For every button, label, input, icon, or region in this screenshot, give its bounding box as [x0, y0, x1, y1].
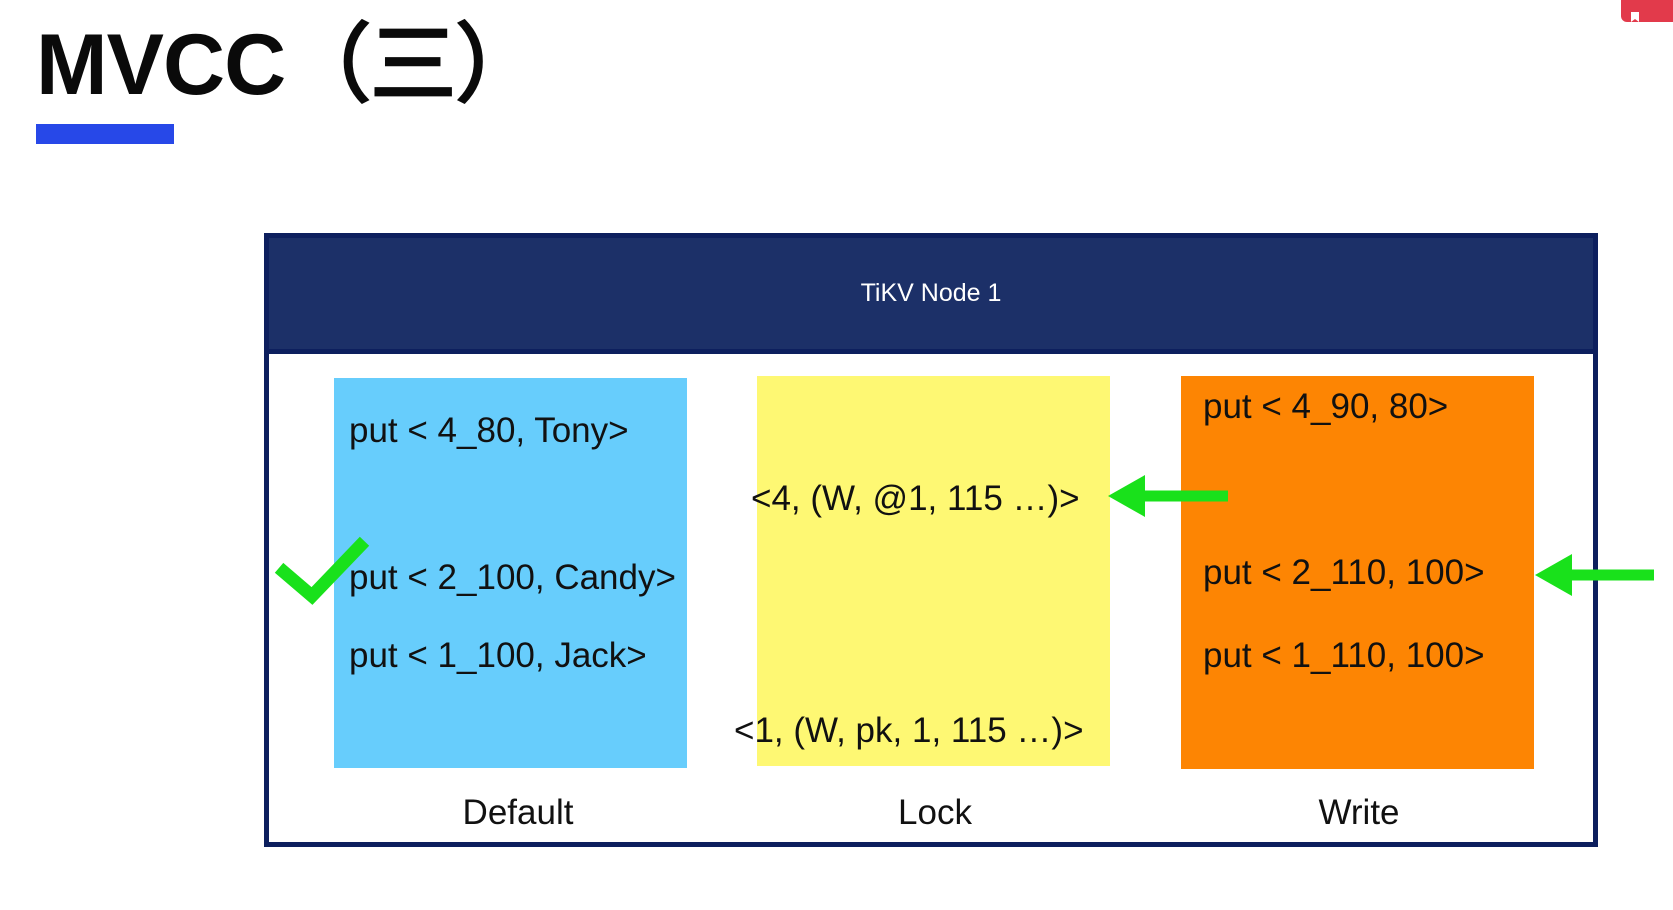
default-cf-label: Default — [462, 793, 574, 832]
lock-entry: <4, (W, @1, 115 …)> — [751, 479, 1080, 518]
write-entry: put < 1_110, 100> — [1203, 636, 1485, 675]
tikv-node-header: TiKV Node 1 — [269, 238, 1593, 354]
write-entry: put < 4_90, 80> — [1203, 387, 1449, 426]
default-cf-box — [334, 378, 687, 768]
bookmark-icon — [1621, 0, 1673, 22]
title-underline — [36, 124, 174, 144]
lock-entry: <1, (W, pk, 1, 115 …)> — [734, 711, 1084, 750]
lock-cf-box — [757, 376, 1110, 766]
lock-cf-label: Lock — [898, 793, 972, 832]
default-entry: put < 4_80, Tony> — [349, 411, 629, 450]
write-entry: put < 2_110, 100> — [1203, 553, 1485, 592]
write-cf-label: Write — [1318, 793, 1400, 832]
default-entry: put < 1_100, Jack> — [349, 636, 647, 675]
write-cf-box — [1181, 376, 1534, 769]
default-entry: put < 2_100, Candy> — [349, 558, 676, 597]
slide-title: MVCC（三） — [36, 17, 541, 113]
